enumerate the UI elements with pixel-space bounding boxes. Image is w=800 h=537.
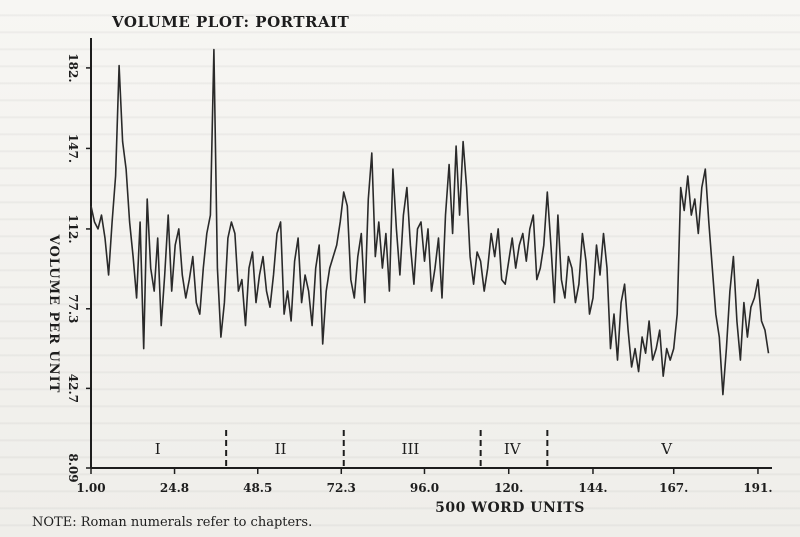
chapter-label: I [155, 440, 161, 458]
chapter-boundaries [225, 430, 549, 468]
x-tick-label: 24.8 [160, 481, 189, 495]
series-group [90, 48, 770, 396]
x-tick-label: 144. [578, 481, 607, 495]
y-tick-group: 8.09 42.7 77.3 112. 147. 182. [66, 53, 91, 483]
y-tick-label: 112. [66, 214, 80, 243]
x-tick-label: 167. [659, 481, 688, 495]
y-tick-label: 182. [66, 53, 80, 82]
chapter-label: II [275, 440, 287, 458]
chapter-labels: I II III IV V [155, 440, 674, 458]
chapter-label: V [660, 440, 673, 458]
chapter-note: NOTE: Roman numerals refer to chapters. [32, 515, 312, 530]
volume-series-line [90, 48, 770, 396]
x-tick-label: 1.00 [76, 481, 105, 495]
chart-title: VOLUME PLOT: PORTRAIT [111, 13, 350, 31]
x-tick-label: 48.5 [243, 481, 272, 495]
chapter-label: IV [504, 440, 522, 458]
y-tick-label: 147. [66, 134, 80, 163]
x-tick-label: 72.3 [327, 481, 356, 495]
x-tick-label: 191. [743, 481, 772, 495]
axes [90, 38, 772, 469]
x-tick-group: 1.00 24.8 48.5 72.3 96.0 120. 144. 167. 191. [76, 468, 773, 495]
chapter-label: III [402, 440, 420, 458]
x-axis-label: 500 WORD UNITS [435, 500, 585, 516]
y-tick-label: 8.09 [66, 453, 80, 482]
y-axis-label: VOLUME PER UNIT [46, 234, 61, 394]
x-tick-label: 120. [494, 481, 523, 495]
y-tick-label: 42.7 [66, 374, 80, 403]
y-tick-label: 77.3 [66, 294, 80, 323]
x-tick-label: 96.0 [410, 481, 439, 495]
